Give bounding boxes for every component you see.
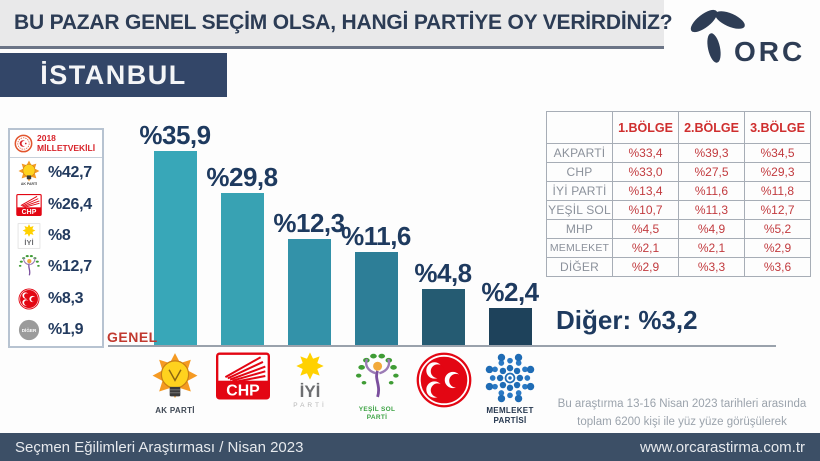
memleket-logo-icon bbox=[485, 353, 535, 403]
legend-2018-header: 2018 MİLLETVEKİLİ bbox=[10, 130, 102, 158]
bar-value-chp: %29,8 bbox=[206, 162, 278, 192]
other-total: Diğer: %3,2 bbox=[556, 305, 698, 335]
memleket-label: MEMLEKET PARTİSİ bbox=[486, 406, 534, 425]
logo-slot-chp: CHP bbox=[208, 352, 278, 400]
svg-text:ORC: ORC bbox=[734, 36, 805, 67]
yesil-sol-logo-icon bbox=[355, 353, 399, 398]
legend-item-yesilsol: %12,7 bbox=[10, 252, 102, 283]
akparti-label: AK PARTİ bbox=[155, 406, 195, 415]
chp-logo-icon: CHP bbox=[216, 352, 270, 400]
legend-value: %1,9 bbox=[48, 321, 84, 339]
iyi-text: İYİ bbox=[300, 382, 321, 401]
logo-slot-akparti: AK PARTİ bbox=[140, 352, 210, 416]
footer-website-link[interactable]: www.orcarastirma.com.tr bbox=[639, 438, 805, 456]
logo-slot-iyi: İYİ PARTİ bbox=[275, 352, 345, 412]
yesil-sol-logo-icon bbox=[15, 254, 43, 280]
chp-text: CHP bbox=[226, 382, 260, 399]
legend-item-diger: DİĞER %1,9 bbox=[10, 315, 102, 346]
legend-item-iyi: İYİ %8 bbox=[10, 220, 102, 251]
table-row: DİĞER %2,9 %3,3 %3,6 bbox=[546, 257, 811, 277]
table-row: İYİ PARTİ %13,4 %11,6 %11,8 bbox=[546, 181, 811, 201]
legend-2018: 2018 MİLLETVEKİLİ AK PARTİ %42,7 bbox=[8, 128, 104, 348]
footer-survey-name: Seçmen Eğilimleri Araştırması / Nisan 20… bbox=[15, 438, 304, 456]
table-row: AKPARTİ %33,4 %39,3 %34,5 bbox=[546, 143, 811, 163]
bar-iyi bbox=[288, 239, 331, 347]
ysk-seal-icon bbox=[14, 134, 33, 153]
legend-item-akparti: AK PARTİ %42,7 bbox=[10, 158, 102, 189]
iyi-parti-text: PARTİ bbox=[293, 400, 327, 409]
footer-bar: Seçmen Eğilimleri Araştırması / Nisan 20… bbox=[0, 433, 820, 461]
svg-text:İYİ: İYİ bbox=[24, 238, 33, 247]
mhp-logo-icon bbox=[15, 288, 43, 310]
legend-value: %8 bbox=[48, 227, 71, 245]
legend-value: %8,3 bbox=[48, 289, 84, 307]
orc-logo: ORC bbox=[678, 4, 816, 68]
bar-chp bbox=[221, 193, 264, 347]
diger-logo-icon: DİĞER bbox=[15, 319, 43, 341]
logo-slot-mhp bbox=[409, 352, 479, 408]
logo-slot-yesilsol: YEŞİL SOL PARTİ bbox=[342, 352, 412, 422]
akparti-logo-icon: AK PARTİ bbox=[15, 160, 43, 187]
bar-value-mhp: %4,8 bbox=[414, 258, 472, 288]
table-row: CHP %33,0 %27,5 %29,3 bbox=[546, 162, 811, 182]
legend-item-chp: CHP %26,4 bbox=[10, 189, 102, 220]
page-title: BU PAZAR GENEL SEÇİM OLSA, HANGİ PARTİYE… bbox=[14, 11, 673, 34]
legend-value: %42,7 bbox=[48, 164, 92, 182]
chp-logo-icon: CHP bbox=[15, 193, 43, 216]
yesil-sol-label: YEŞİL SOL PARTİ bbox=[358, 406, 396, 421]
legend-2018-title: 2018 MİLLETVEKİLİ bbox=[37, 133, 96, 153]
akparti-logo-icon bbox=[152, 353, 198, 399]
bar-value-yesilsol: %11,6 bbox=[341, 221, 411, 251]
axis-label-genel: GENEL bbox=[107, 329, 158, 345]
legend-value: %26,4 bbox=[48, 195, 92, 213]
bar-memleket bbox=[489, 308, 532, 347]
region-table-header-row: 1.BÖLGE 2.BÖLGE 3.BÖLGE bbox=[546, 111, 811, 144]
iyi-logo-icon: İYİ PARTİ bbox=[293, 352, 327, 409]
bar-value-akparti: %35,9 bbox=[139, 120, 211, 150]
col-header-bolge3: 3.BÖLGE bbox=[744, 111, 811, 144]
iyi-logo-icon: İYİ bbox=[15, 223, 43, 249]
bar-akparti bbox=[154, 151, 197, 347]
region-box: İSTANBUL bbox=[0, 53, 227, 97]
col-header-bolge2: 2.BÖLGE bbox=[678, 111, 745, 144]
legend-item-mhp: %8,3 bbox=[10, 283, 102, 314]
region-table: 1.BÖLGE 2.BÖLGE 3.BÖLGE AKPARTİ %33,4 %3… bbox=[546, 111, 811, 277]
bar-value-iyi: %12,3 bbox=[273, 208, 345, 238]
svg-text:CHP: CHP bbox=[22, 209, 37, 216]
bar-mhp bbox=[422, 289, 465, 347]
col-header-bolge1: 1.BÖLGE bbox=[612, 111, 679, 144]
logo-slot-memleket: MEMLEKET PARTİSİ bbox=[475, 352, 545, 425]
orc-logo-mark: ORC bbox=[690, 9, 805, 67]
legend-value: %12,7 bbox=[48, 258, 92, 276]
diger-text: DİĞER bbox=[22, 326, 37, 333]
bar-yesilsol bbox=[355, 252, 398, 347]
header-band: BU PAZAR GENEL SEÇİM OLSA, HANGİ PARTİYE… bbox=[0, 0, 673, 49]
table-row: MHP %4,5 %4,9 %5,2 bbox=[546, 219, 811, 239]
table-row: YEŞİL SOL %10,7 %11,3 %12,7 bbox=[546, 200, 811, 220]
region-title: İSTANBUL bbox=[40, 59, 187, 90]
mhp-logo-icon bbox=[416, 352, 472, 408]
chart-baseline bbox=[108, 345, 776, 347]
table-row: MEMLEKET %2,1 %2,1 %2,9 bbox=[546, 238, 811, 258]
bar-value-memleket: %2,4 bbox=[481, 277, 539, 307]
